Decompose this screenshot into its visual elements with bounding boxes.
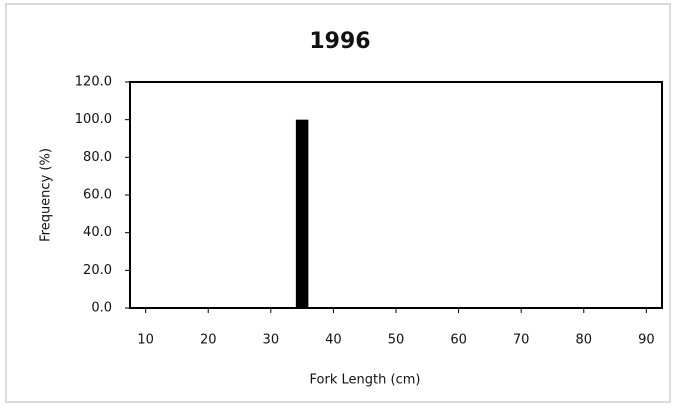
y-tick-label: 60.0	[83, 188, 112, 203]
x-tick-label: 10	[137, 333, 154, 348]
x-tick-label: 90	[638, 333, 655, 348]
y-tick-label: 80.0	[83, 150, 112, 165]
x-tick-label: 30	[263, 333, 280, 348]
y-axis-label: Frequency (%)	[39, 148, 54, 242]
y-tick-label: 40.0	[83, 225, 112, 240]
x-tick-label: 70	[513, 333, 530, 348]
bar	[295, 119, 309, 309]
y-tick-label: 0.0	[91, 301, 112, 316]
x-tick-label: 80	[575, 333, 592, 348]
x-tick-label: 50	[388, 333, 405, 348]
x-tick-label: 60	[450, 333, 467, 348]
x-tick-label: 40	[325, 333, 342, 348]
y-tick-label: 100.0	[75, 112, 112, 127]
y-tick-label: 120.0	[75, 75, 112, 90]
chart-title: 1996	[309, 29, 370, 54]
x-tick-label: 20	[200, 333, 217, 348]
x-axis-label: Fork Length (cm)	[310, 373, 421, 388]
plot-area	[129, 81, 663, 309]
y-tick-label: 20.0	[83, 263, 112, 278]
